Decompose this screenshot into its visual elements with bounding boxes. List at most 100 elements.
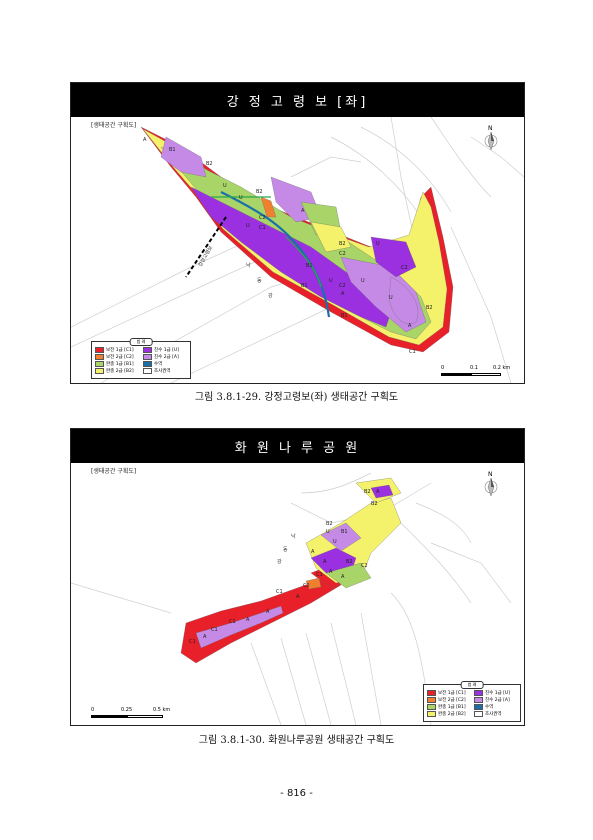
legend-label: 완충 2급 [B2]	[106, 369, 134, 374]
legend-swatch	[143, 361, 152, 367]
zone-label: C1	[189, 639, 196, 645]
legend-item: 보전 2급 [C2]	[95, 354, 139, 360]
legend-item: 완충 1급 [B1]	[95, 361, 139, 367]
legend-label: 보전 2급 [C2]	[438, 698, 466, 703]
zone-label: B2	[326, 521, 333, 527]
place-labels: 낙 동 강	[277, 533, 296, 565]
zone-label: C2	[339, 283, 346, 289]
legend-item: 친수 1급 [U]	[143, 347, 187, 353]
zone-polygons	[180, 477, 402, 664]
legend-swatch	[143, 368, 152, 374]
legend-item: 친수 2급 [A]	[474, 697, 517, 703]
legend-item: 친수 2급 [A]	[143, 354, 187, 360]
map-sublabel: [생태공간 구획도]	[91, 122, 137, 129]
legend-label: 친수 1급 [U]	[154, 348, 179, 353]
zone-label: U	[361, 278, 365, 284]
map-sublabel: [생태공간 구획도]	[91, 468, 137, 475]
scale-label: 0.2 km	[493, 365, 511, 371]
place-label: 낙	[291, 533, 296, 540]
map-legend: 범 례 보전 1급 [C1] 친수 1급 [U] 보전 2급 [C2] 친수 2급 […	[423, 681, 521, 722]
legend-swatch	[474, 711, 483, 717]
zone-label: B2	[364, 489, 371, 495]
zone-label: C2	[401, 265, 408, 271]
legend-swatch	[95, 361, 104, 367]
ecological-zoning-map: B2 A B2 B2 U B1 A U A B2 C2 A A C1 C2 C1…	[71, 472, 512, 725]
zone-label: C2	[361, 563, 368, 569]
zone-a-oval	[388, 276, 419, 325]
scale-bar: 0 0.1 0.2 km	[441, 365, 516, 379]
place-label: 강	[268, 292, 273, 299]
zone-c2-strip	[260, 196, 277, 218]
zone-label: A	[408, 323, 412, 329]
legend-swatch	[95, 368, 104, 374]
legend-label: 완충 1급 [B1]	[438, 705, 466, 710]
zone-label: A	[246, 617, 250, 623]
zone-a-strip	[195, 605, 284, 649]
place-label: 낙	[246, 262, 251, 269]
zone-a-left	[160, 136, 207, 178]
zone-labels: A B1 B2 U U B2 C2 C1 U A B2 C2 B1 B1 U C…	[143, 137, 433, 355]
zone-label: U	[376, 241, 380, 247]
svg-text:N: N	[488, 125, 493, 132]
scale-bar: 0 0.25 0.5 km	[91, 707, 181, 721]
zone-label: B1	[306, 263, 313, 269]
legend-swatch	[427, 690, 436, 696]
legend-item: 조사권역	[474, 711, 517, 717]
legend-label: 친수 2급 [A]	[154, 355, 179, 360]
zone-u-top	[370, 484, 394, 499]
zone-label: B2	[346, 559, 353, 565]
legend-item: 보전 2급 [C2]	[427, 697, 470, 703]
scale-label: 0	[91, 707, 95, 713]
legend-swatch	[427, 704, 436, 710]
zone-label: A	[341, 291, 345, 297]
legend-swatch	[474, 697, 483, 703]
legend-label: 완충 2급 [B2]	[438, 712, 466, 717]
place-label: 동	[283, 547, 288, 553]
legend-label: 완충 1급 [B1]	[106, 362, 134, 367]
zone-label: U	[326, 529, 330, 535]
page-number: - 816 -	[280, 788, 313, 799]
legend-label: 수역	[485, 705, 494, 710]
legend-swatch	[95, 347, 104, 353]
zone-b2-patch	[310, 221, 352, 253]
zone-label: A	[329, 569, 333, 575]
zone-label: C2	[339, 251, 346, 257]
legend-item: 조사권역	[143, 368, 187, 374]
zone-label: B2	[206, 161, 213, 167]
scale-label: 0	[441, 365, 445, 371]
scale-label: 0.5 km	[153, 707, 171, 713]
figure-header: 강 정 고 령 보 [좌]	[71, 83, 524, 117]
legend-item: 보전 1급 [C1]	[95, 347, 139, 353]
zone-label: C1	[259, 225, 266, 231]
zone-label: B2	[256, 189, 263, 195]
zone-labels: B2 A B2 B2 U B1 A U A B2 C2 A A C1 C2 C1…	[189, 489, 380, 645]
zone-label: C1	[316, 572, 323, 578]
scale-label: 0.25	[121, 707, 133, 713]
background-lines	[71, 472, 512, 725]
zone-c2-node	[305, 577, 322, 590]
north-arrow-icon: N	[481, 123, 501, 153]
legend-swatch	[427, 711, 436, 717]
legend-item: 보전 1급 [C1]	[427, 690, 470, 696]
zone-label: A	[203, 634, 207, 640]
zone-label: B2	[426, 305, 433, 311]
waterway	[220, 191, 331, 318]
legend-label: 보전 1급 [C1]	[106, 348, 134, 353]
north-arrow-icon: N	[481, 469, 501, 499]
zone-label: A	[323, 559, 327, 565]
legend-label: 보전 2급 [C2]	[106, 355, 134, 360]
zone-label: B1	[341, 313, 348, 319]
weir-line	[185, 216, 227, 278]
zone-u-right	[370, 236, 417, 278]
legend-label: 친수 1급 [U]	[485, 691, 510, 696]
zone-label: C1	[276, 589, 283, 595]
zone-a-main	[320, 522, 362, 552]
legend-swatch	[474, 704, 483, 710]
zone-label: B1	[341, 529, 348, 535]
zone-label: C2	[303, 583, 310, 589]
legend-swatch	[427, 697, 436, 703]
zone-label: A	[311, 549, 315, 555]
zone-label: A	[341, 574, 345, 580]
zone-label: A	[143, 137, 147, 143]
zone-label: A	[301, 208, 305, 214]
